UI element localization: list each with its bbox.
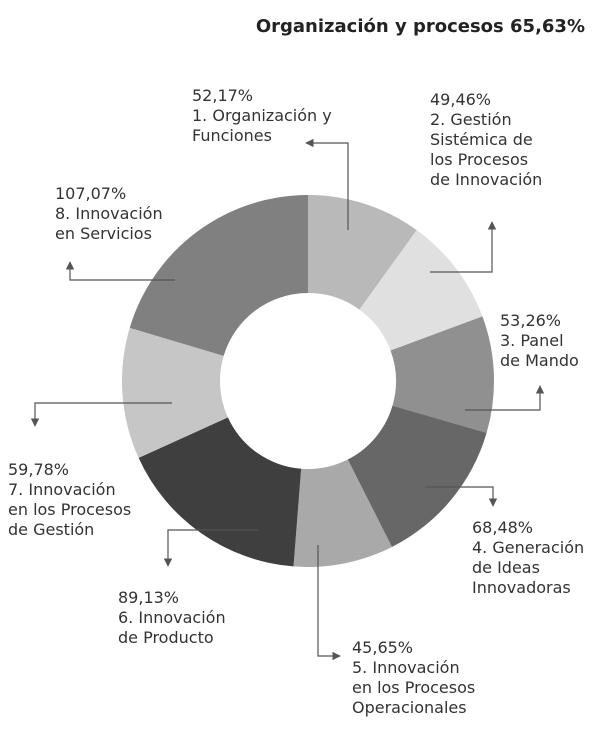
category-label: 7. Innovación en los Procesos de Gestión — [8, 480, 132, 539]
slice-label: 68,48% 4. Generación de Ideas Innovadoras — [472, 518, 584, 598]
value-label: 53,26% — [500, 311, 562, 330]
slice — [390, 316, 494, 433]
slice — [129, 195, 308, 356]
leader-line — [65, 261, 175, 281]
slice — [359, 230, 483, 351]
value-label: 107,07% — [55, 184, 127, 203]
leader-line — [430, 221, 497, 273]
category-label: 8. Innovación en Servicios — [55, 204, 163, 243]
slice — [308, 195, 417, 310]
leader-line — [305, 138, 349, 230]
category-label: 4. Generación de Ideas Innovadoras — [472, 538, 585, 597]
leader-line — [317, 545, 341, 661]
value-label: 52,17% — [192, 86, 254, 105]
slice-label: 45,65% 5. Innovación en los Procesos Oper… — [352, 638, 475, 718]
slice-label: 107,07% 8. Innovación en Servicios — [55, 184, 163, 244]
category-label: 6. Innovación de Producto — [118, 608, 226, 647]
value-label: 89,13% — [118, 588, 180, 607]
leader-line — [163, 529, 258, 567]
value-label: 45,65% — [352, 638, 414, 657]
value-label: 68,48% — [472, 518, 534, 537]
slice-label: 49,46% 2. Gestión Sistémica de los Proces… — [430, 90, 542, 190]
slice — [138, 417, 302, 567]
category-label: 5. Innovación en los Procesos Operaciona… — [352, 658, 476, 717]
category-label: 2. Gestión Sistémica de los Procesos de … — [430, 110, 543, 189]
value-label: 49,46% — [430, 90, 492, 109]
slice-label: 53,26% 3. Panel de Mando — [500, 311, 579, 371]
leader-line — [465, 385, 545, 411]
category-label: 1. Organización y Funciones — [192, 106, 332, 145]
slice-label: 89,13% 6. Innovación de Producto — [118, 588, 226, 648]
category-label: 3. Panel de Mando — [500, 331, 579, 370]
slice — [347, 405, 487, 547]
leader-line — [30, 402, 172, 427]
slice — [121, 327, 228, 458]
chart-title: Organización y procesos 65,63% — [255, 16, 585, 37]
slice-label: 59,78% 7. Innovación en los Procesos de G… — [8, 460, 131, 540]
leader-line — [425, 486, 498, 507]
slice — [293, 459, 392, 567]
value-label: 59,78% — [8, 460, 70, 479]
slice-label: 52,17% 1. Organización y Funciones — [192, 86, 332, 146]
